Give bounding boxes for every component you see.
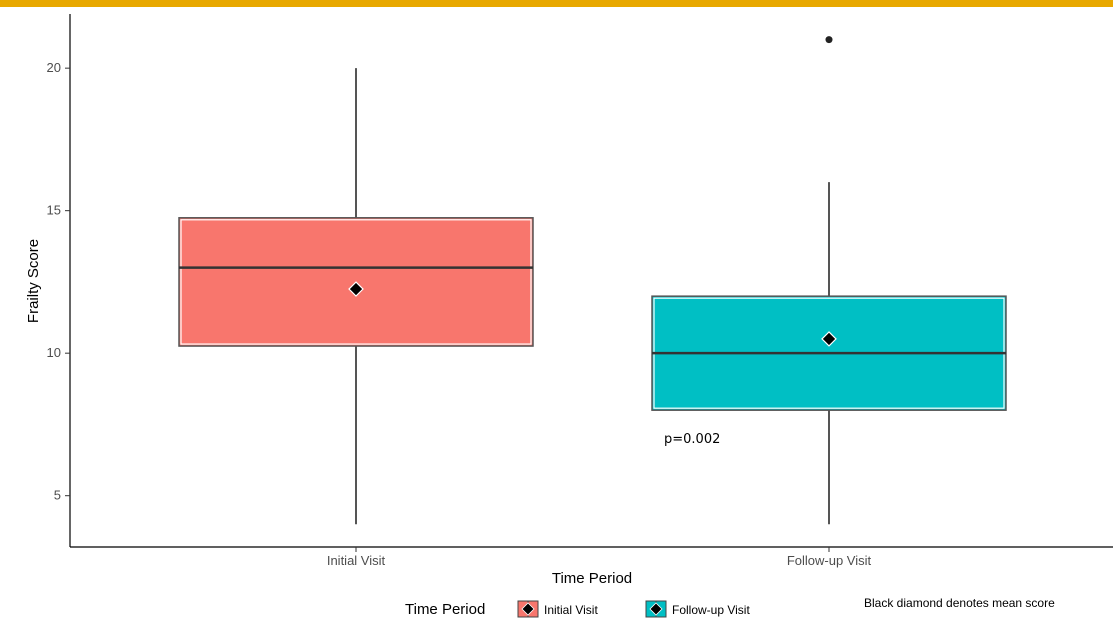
y-tick-label: 10 bbox=[47, 345, 61, 360]
y-tick-label: 5 bbox=[54, 488, 61, 503]
x-ticks: Initial Visit Follow-up Visit bbox=[327, 547, 872, 568]
y-tick-label: 15 bbox=[47, 203, 61, 218]
box-initial-visit bbox=[178, 68, 534, 525]
mean-diamond bbox=[348, 281, 364, 297]
footnote: Black diamond denotes mean score bbox=[864, 596, 1055, 610]
legend-items: Initial Visit Follow-up Visit bbox=[517, 600, 750, 618]
x-tick-label: Initial Visit bbox=[327, 553, 386, 568]
top-accent-bar bbox=[0, 0, 1113, 7]
legend-item-follow-up-visit: Follow-up Visit bbox=[645, 600, 750, 618]
axes bbox=[69, 14, 1113, 548]
legend-item-initial-visit: Initial Visit bbox=[517, 600, 598, 618]
legend-title: Time Period bbox=[405, 601, 485, 618]
x-axis-title: Time Period bbox=[552, 570, 632, 587]
outlier-point bbox=[825, 36, 833, 44]
p-value-annotation: p=0.002 bbox=[664, 432, 720, 447]
legend-label: Initial Visit bbox=[544, 603, 598, 617]
box-inner-border bbox=[180, 219, 532, 345]
boxes bbox=[178, 36, 1007, 525]
mean-diamond bbox=[821, 331, 837, 347]
box-follow-up-visit bbox=[651, 36, 1007, 525]
y-axis-title: Frailty Score bbox=[25, 239, 42, 323]
y-ticks: 5 10 15 20 bbox=[47, 60, 70, 503]
legend-diamond bbox=[521, 602, 535, 616]
x-tick-label: Follow-up Visit bbox=[787, 553, 872, 568]
legend: Time Period Initial Visit Follow-up Visit bbox=[405, 600, 750, 618]
y-tick-label: 20 bbox=[47, 60, 61, 75]
legend-label: Follow-up Visit bbox=[672, 603, 750, 617]
legend-diamond bbox=[649, 602, 663, 616]
